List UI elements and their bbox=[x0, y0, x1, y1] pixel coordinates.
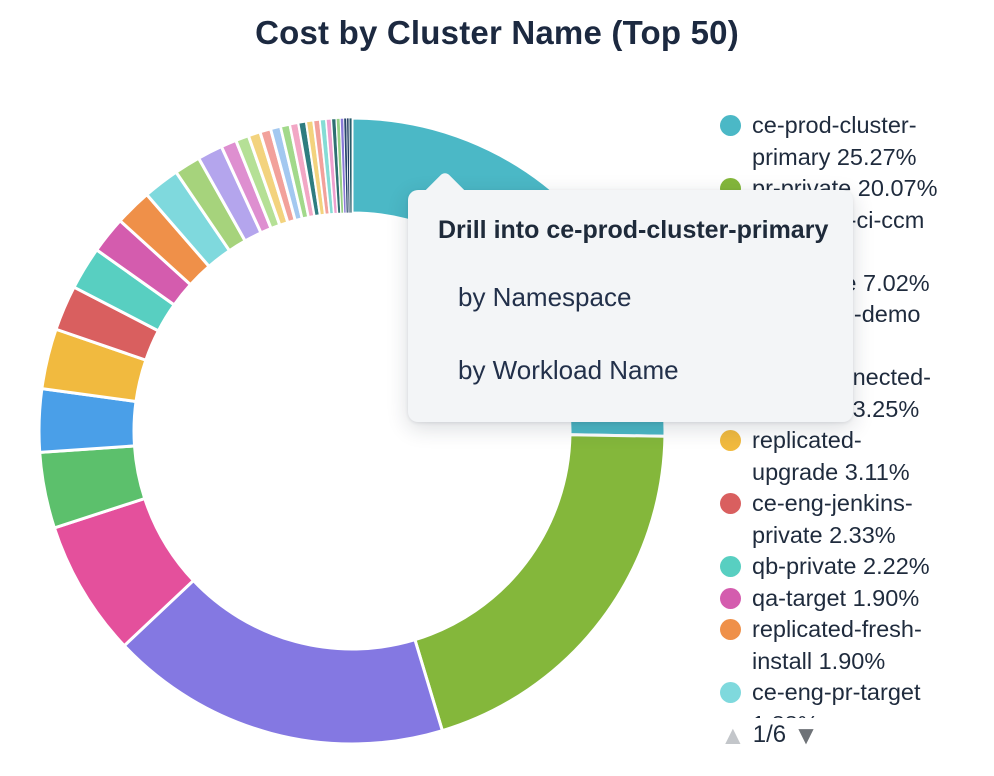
legend-pagination: ▲ 1/6 ▼ bbox=[720, 721, 819, 749]
drilldown-by-workload-name[interactable]: by Workload Name bbox=[458, 355, 679, 385]
legend-label: ce-eng-jenkins-private 2.33% bbox=[752, 490, 913, 548]
legend-item[interactable]: replicated-fresh-install 1.90% bbox=[720, 614, 992, 677]
legend-label: ce-prod-cluster-primary 25.27% bbox=[752, 112, 917, 170]
legend-page-indicator: 1/6 bbox=[752, 721, 787, 748]
legend-label: replicated-upgrade 3.11% bbox=[752, 427, 910, 485]
legend-swatch-icon bbox=[720, 493, 741, 514]
drilldown-popover: Drill into ce-prod-cluster-primary by Na… bbox=[408, 190, 853, 422]
legend-item[interactable]: qb-private 2.22% bbox=[720, 551, 992, 583]
legend-label: qb-private 2.22% bbox=[752, 553, 930, 579]
legend-item[interactable]: ce-prod-cluster-primary 25.27% bbox=[720, 110, 992, 173]
chart-legend: ce-prod-cluster-primary 25.27% pr-private… bbox=[720, 110, 992, 718]
legend-swatch-icon bbox=[720, 115, 741, 136]
legend-swatch-icon bbox=[720, 556, 741, 577]
legend-label: qa-target 1.90% bbox=[752, 584, 920, 611]
legend-item[interactable]: qa-target 1.90% bbox=[720, 583, 992, 615]
legend-label: replicated-fresh-install 1.90% bbox=[752, 616, 922, 674]
legend-swatch-icon bbox=[720, 587, 741, 609]
legend-swatch-icon bbox=[720, 619, 741, 640]
legend-page-down-icon[interactable]: ▼ bbox=[793, 720, 819, 750]
pie-slice[interactable] bbox=[122, 578, 445, 746]
pie-slice[interactable] bbox=[348, 117, 353, 214]
legend-swatch-icon bbox=[720, 682, 741, 703]
legend-item[interactable]: ce-eng-jenkins-private 2.33% bbox=[720, 488, 992, 551]
page-title: Cost by Cluster Name (Top 50) bbox=[255, 14, 739, 51]
legend-item[interactable]: replicated-upgrade 3.11% bbox=[720, 425, 992, 488]
legend-page-up-icon[interactable]: ▲ bbox=[720, 720, 746, 750]
drilldown-title: Drill into ce-prod-cluster-primary bbox=[438, 216, 829, 244]
legend-swatch-icon bbox=[720, 430, 741, 451]
pie-slice[interactable] bbox=[413, 433, 667, 733]
drilldown-by-namespace[interactable]: by Namespace bbox=[458, 282, 632, 312]
